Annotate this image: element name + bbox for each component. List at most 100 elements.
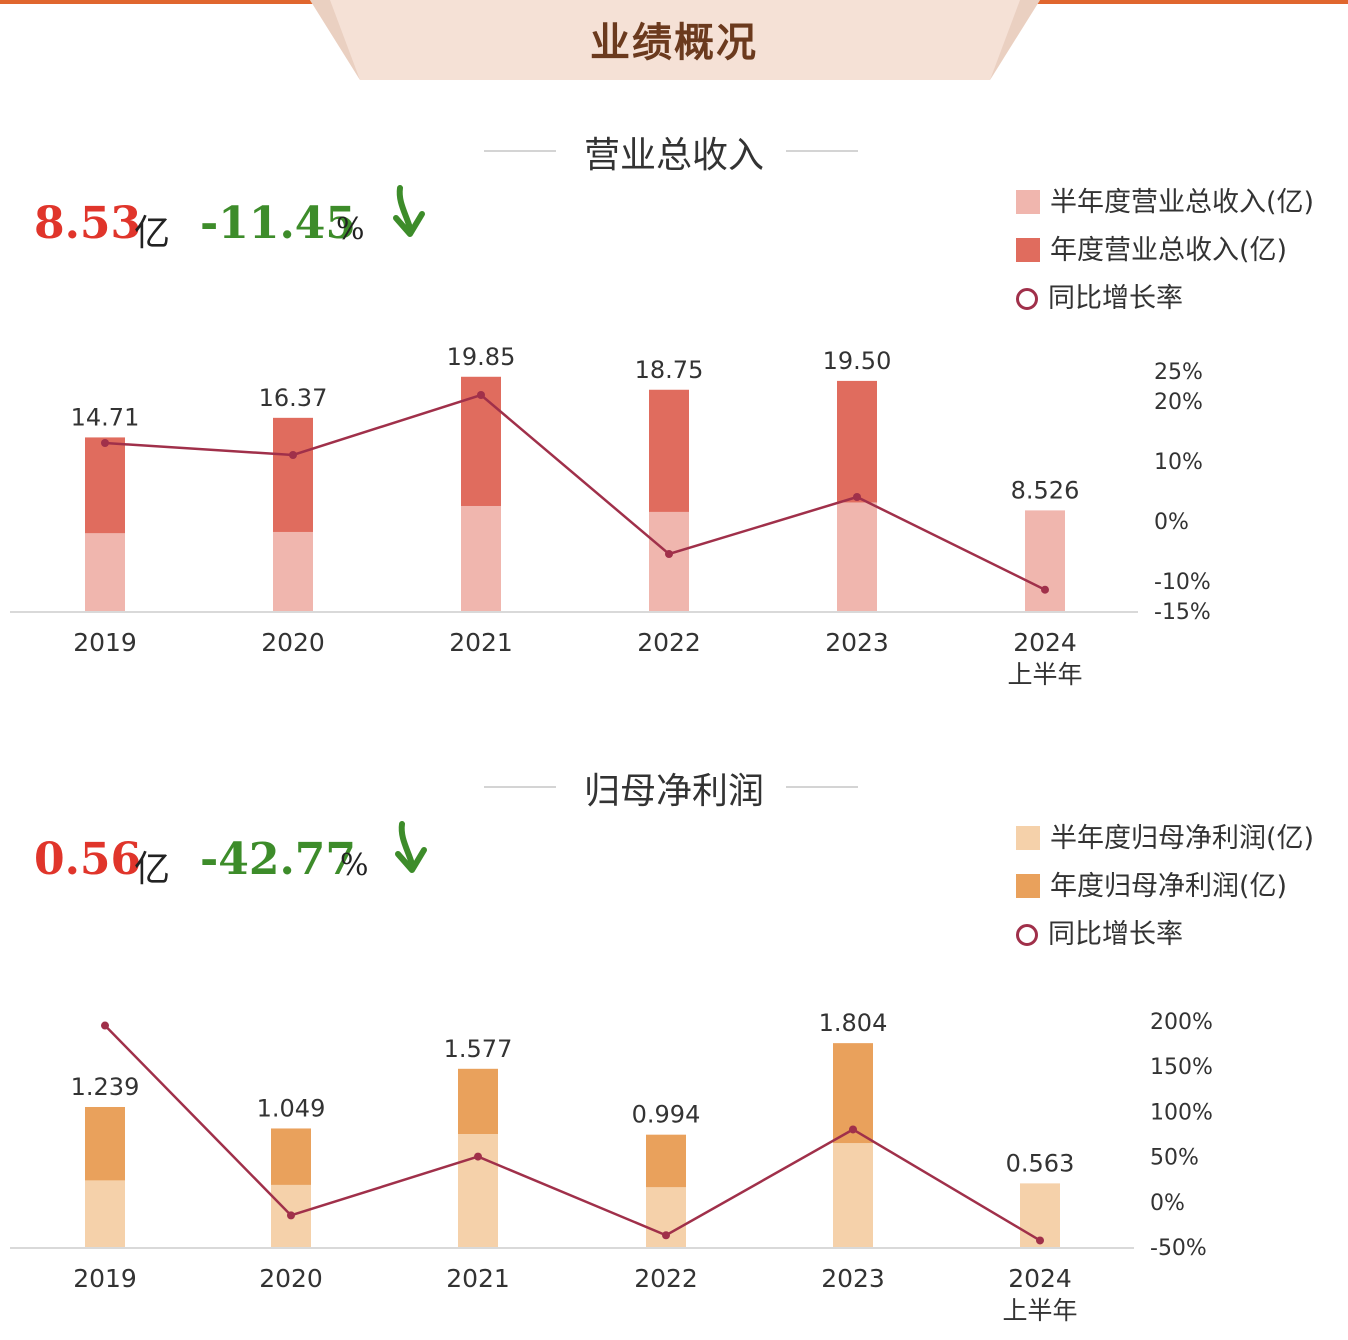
y-right-tick-label: 200% [1150, 1010, 1213, 1035]
legend-growth-rate: 同比增长率 [1016, 276, 1183, 314]
bar-value-label: 1.049 [257, 1094, 326, 1122]
revenue-change: -11.45 [200, 198, 357, 249]
x-tick-label: 2023 [825, 628, 889, 657]
growth-rate-line [104, 1024, 1041, 1242]
revenue-value: 8.53 [34, 198, 142, 249]
growth-rate-point [853, 493, 861, 501]
legend-swatch [1016, 190, 1040, 214]
bar-half-year [461, 505, 501, 611]
legend-swatch [1016, 238, 1040, 262]
growth-rate-point [287, 1211, 295, 1220]
bar-half-year [837, 502, 877, 611]
growth-rate-point [477, 391, 485, 399]
arrow-down-icon [393, 185, 425, 237]
y-right-tick-label: 10% [1154, 450, 1203, 475]
title-rule-right [786, 786, 858, 788]
x-tick-label: 2020 [261, 628, 325, 657]
legend-swatch [1016, 826, 1040, 850]
growth-rate-line [104, 393, 1046, 591]
growth-rate-point [101, 1021, 109, 1030]
y-right-tick-label: -10% [1154, 570, 1211, 595]
x-tick-label: 2019 [73, 1264, 137, 1293]
growth-rate-point [1036, 1236, 1044, 1245]
profit-change: -42.77 [200, 834, 357, 885]
growth-rate-point [665, 550, 673, 558]
bar-half-year [273, 531, 313, 611]
y-right-tick-label: -50% [1150, 1236, 1207, 1261]
growth-rate-point [1041, 585, 1049, 594]
bar-value-label: 16.37 [259, 384, 328, 412]
x-tick-label: 2021 [449, 628, 513, 657]
growth-rate-point [474, 1152, 482, 1161]
x-tick-label: 2019 [73, 628, 137, 657]
legend-year-revenue: 年度营业总收入(亿) [1016, 228, 1287, 266]
page-title: 业绩概况 [590, 20, 758, 66]
title-rule-left [484, 786, 556, 788]
growth-rate-point [101, 439, 109, 447]
bar-value-label: 0.563 [1006, 1149, 1075, 1177]
profit-change-unit: % [340, 848, 369, 883]
x-tick-label: 2023 [821, 1264, 885, 1293]
legend-swatch [1016, 874, 1040, 898]
growth-rate-point [289, 451, 297, 459]
profit-unit: 亿 [134, 849, 171, 890]
bar-value-label: 1.577 [444, 1035, 513, 1063]
section-title-profit: 归母净利润 [583, 771, 764, 812]
legend-label: 半年度营业总收入(亿) [1050, 187, 1315, 218]
header-accent-line-left [0, 0, 330, 4]
legend-label: 半年度归母净利润(亿) [1050, 823, 1315, 854]
legend-year-profit: 年度归母净利润(亿) [1016, 864, 1287, 902]
x-tick-label: 2021 [446, 1264, 510, 1293]
y-right-tick-label: 20% [1154, 390, 1203, 415]
legend-label: 年度归母净利润(亿) [1050, 871, 1288, 902]
bar-half-year [649, 511, 689, 611]
bar-half-year [85, 533, 125, 611]
bar-half-year [458, 1134, 498, 1247]
bar-value-label: 14.71 [71, 403, 140, 431]
growth-rate-point [849, 1125, 857, 1134]
x-tick-label: 2024 [1008, 1264, 1072, 1293]
y-right-tick-label: -15% [1154, 600, 1211, 625]
legend-half-revenue: 半年度营业总收入(亿) [1016, 180, 1314, 218]
header-banner [310, 0, 1040, 80]
bar-half-year [85, 1180, 125, 1247]
section-title-revenue: 营业总收入 [583, 135, 764, 176]
profit-value: 0.56 [34, 834, 142, 885]
x-tick-label: 2020 [259, 1264, 323, 1293]
x-tick-label: 2022 [637, 628, 701, 657]
x-tick-label: 2022 [634, 1264, 698, 1293]
revenue-unit: 亿 [134, 213, 171, 254]
legend-half-profit: 半年度归母净利润(亿) [1016, 816, 1314, 854]
title-rule-left [484, 150, 556, 152]
y-right-tick-label: 0% [1154, 510, 1189, 535]
revenue-chart: 14.71 2019 16.37 2020 19.85 2021 18.75 2022 19.5… [10, 343, 1211, 689]
y-right-tick-label: 0% [1150, 1191, 1185, 1216]
bar-value-label: 19.50 [823, 347, 892, 375]
bar-value-label: 0.994 [632, 1101, 701, 1129]
bar-half-year [1020, 1183, 1060, 1247]
legend-marker [1016, 924, 1038, 946]
bar-value-label: 1.804 [819, 1009, 888, 1037]
x-tick-label: 上半年 [1002, 1296, 1077, 1325]
bar-value-label: 18.75 [635, 356, 704, 384]
y-right-tick-label: 25% [1154, 360, 1203, 385]
y-right-tick-label: 150% [1150, 1055, 1213, 1080]
bar-value-label: 8.526 [1011, 476, 1080, 504]
growth-rate-point [662, 1231, 670, 1240]
legend-growth-rate: 同比增长率 [1016, 912, 1183, 950]
revenue-change-unit: % [336, 212, 365, 247]
bar-value-label: 19.85 [447, 343, 516, 371]
y-right-tick-label: 50% [1150, 1146, 1199, 1171]
title-rule-right [786, 150, 858, 152]
y-right-tick-label: 100% [1150, 1100, 1213, 1125]
header-accent-line-right [1020, 0, 1348, 4]
bar-half-year [833, 1143, 873, 1247]
legend-label: 同比增长率 [1048, 283, 1183, 314]
x-tick-label: 上半年 [1007, 660, 1082, 689]
profit-chart: 1.239 2019 1.049 2020 1.577 2021 0.994 2022 1.80… [10, 1009, 1213, 1325]
legend-marker [1016, 288, 1038, 310]
bar-half-year [1025, 510, 1065, 611]
arrow-down-icon [395, 821, 427, 873]
bar-value-label: 1.239 [71, 1073, 140, 1101]
legend-label: 同比增长率 [1048, 919, 1183, 950]
